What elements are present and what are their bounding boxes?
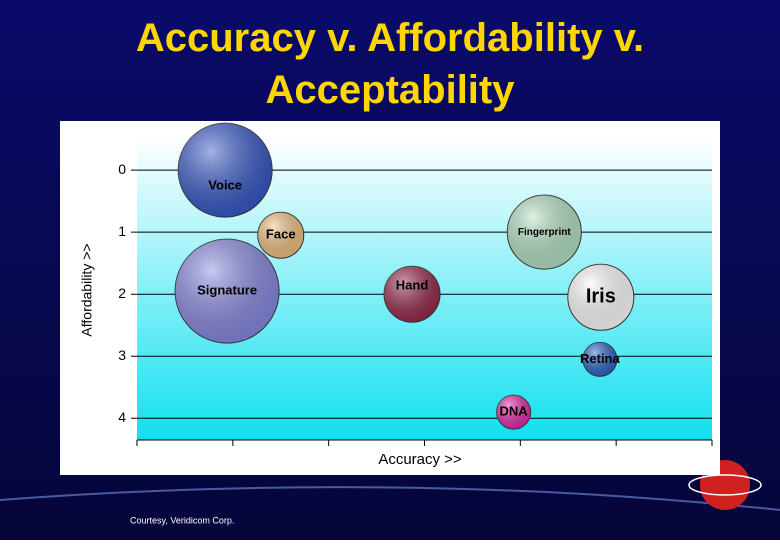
bubble-shine <box>567 264 634 331</box>
bubble-shine <box>257 212 304 259</box>
y-tick-label: 0 <box>118 161 126 177</box>
bubble-label: Fingerprint <box>518 227 571 238</box>
y-tick-label: 2 <box>118 285 126 301</box>
bubble-label: DNA <box>500 404 529 419</box>
bubble-shine <box>178 123 273 218</box>
bubble-label: Hand <box>396 278 429 293</box>
y-tick-label: 4 <box>118 409 126 425</box>
bubble-shine <box>496 395 531 430</box>
bubble-shine <box>507 195 582 270</box>
bubble-label: Voice <box>208 178 242 193</box>
y-tick-label: 3 <box>118 347 126 363</box>
bubble-shine <box>175 239 280 344</box>
bubble-shine <box>384 266 441 323</box>
bubble-label: Iris <box>586 286 616 308</box>
bubble-label: Retina <box>580 351 621 366</box>
bubble-shine <box>582 342 617 377</box>
decor-swoosh <box>0 486 780 511</box>
x-axis-label: Accuracy >> <box>378 451 462 468</box>
y-axis-label: Affordability >> <box>79 243 95 336</box>
title: Accuracy v. Affordability v. Acceptabilit… <box>136 16 644 112</box>
footnote: Courtesy, Veridicom Corp. <box>130 515 234 525</box>
bubble-label: Face <box>266 227 296 242</box>
y-tick-label: 1 <box>118 223 126 239</box>
bubble-label: Signature <box>197 283 257 298</box>
